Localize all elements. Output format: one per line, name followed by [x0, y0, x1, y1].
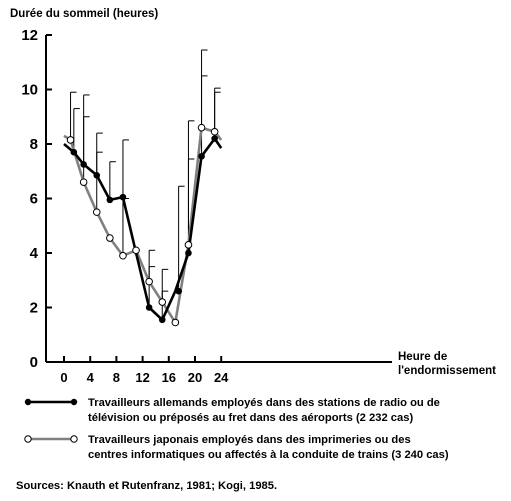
data-point-german: [145, 304, 153, 311]
data-point-german: [158, 316, 166, 324]
data-point-japanese: [66, 136, 75, 144]
y-tick-label: 4: [30, 245, 39, 262]
x-tick-label: 12: [135, 370, 149, 385]
data-point-german: [93, 172, 101, 179]
legend-german-line2: télévision ou préposés au fret dans des …: [88, 412, 414, 424]
x-tick-label: 20: [188, 370, 202, 385]
data-point-japanese: [145, 277, 153, 286]
legend-text-german: Travailleurs allemands employés dans des…: [88, 396, 440, 426]
data-point-german: [106, 196, 114, 204]
x-tick-label: 8: [113, 370, 120, 385]
error-bars: [70, 49, 221, 320]
data-point-japanese: [106, 234, 114, 242]
x-ticks: 0 4 8 12 16 20 24: [60, 356, 229, 385]
data-point-german: [198, 152, 205, 160]
legend-swatch-german: [24, 398, 78, 406]
y-tick-label: 2: [30, 300, 38, 317]
legend-german-line1: Travailleurs allemands employés dans des…: [88, 397, 440, 409]
y-tick-label: 12: [21, 27, 38, 44]
data-point-german: [175, 287, 182, 295]
data-point-german: [119, 193, 127, 201]
legend-item-german: Travailleurs allemands employés dans des…: [22, 396, 492, 426]
data-point-japanese: [158, 298, 167, 306]
legend-item-japanese: Travailleurs japonais employés dans des …: [22, 433, 492, 463]
legend-text-japanese: Travailleurs japonais employés dans des …: [88, 433, 449, 463]
x-tick-label: 24: [214, 370, 229, 385]
x-tick-label: 16: [162, 370, 176, 385]
data-point-japanese: [184, 241, 193, 249]
series-lines: [63, 126, 223, 324]
legend-swatch-japanese: [24, 435, 78, 443]
data-point-japanese: [119, 251, 127, 260]
series-line-japanese: [63, 126, 223, 324]
legend-japanese-line1: Travailleurs japonais employés dans des …: [88, 434, 411, 446]
data-point-german: [211, 135, 218, 142]
data-point-japanese: [132, 246, 140, 255]
data-point-german: [70, 148, 78, 156]
y-tick-label: 0: [30, 354, 38, 371]
x-tick-label: 0: [60, 370, 67, 385]
y-tick-label: 8: [30, 136, 38, 153]
data-point-japanese: [171, 318, 180, 327]
y-ticks: 0 2 4 6 8 10 12: [21, 27, 52, 371]
x-tick-label: 4: [87, 370, 95, 385]
source-note: Sources: Knauth et Rutenfranz, 1981; Kog…: [16, 480, 278, 492]
y-axis-label: Durée du sommeil (heures): [10, 8, 158, 20]
data-point-german: [185, 249, 192, 257]
x-axis-label-line2: l'endormissement: [398, 365, 496, 377]
legend-japanese-line2: centres informatiques ou affectés à la c…: [88, 449, 449, 461]
data-point-german: [80, 161, 87, 168]
data-point-japanese: [197, 123, 206, 132]
y-tick-label: 6: [30, 191, 38, 208]
series-markers: [66, 123, 219, 327]
data-point-japanese: [210, 127, 219, 136]
data-point-japanese: [92, 208, 101, 216]
x-axis-label-line1: Heure de: [398, 351, 447, 363]
data-point-japanese: [79, 178, 88, 186]
y-tick-label: 10: [21, 82, 38, 99]
